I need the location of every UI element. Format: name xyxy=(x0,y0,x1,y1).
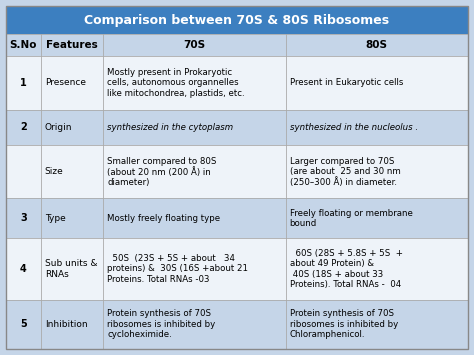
Text: Larger compared to 70S
(are about  25 and 30 nm
(250–300 Å) in diameter.: Larger compared to 70S (are about 25 and… xyxy=(290,157,400,187)
Text: synthesized in the nucleolus .: synthesized in the nucleolus . xyxy=(290,123,418,132)
Text: Protein synthesis of 70S
ribosomes is inhibited by
Chloramphenicol.: Protein synthesis of 70S ribosomes is in… xyxy=(290,310,398,339)
Text: Present in Eukaryotic cells: Present in Eukaryotic cells xyxy=(290,78,403,87)
Text: Freely floating or membrane
bound: Freely floating or membrane bound xyxy=(290,209,412,228)
Text: 4: 4 xyxy=(20,264,27,274)
Text: Presence: Presence xyxy=(45,78,86,87)
Text: 5: 5 xyxy=(20,319,27,329)
Text: synthesized in the cytoplasm: synthesized in the cytoplasm xyxy=(107,123,233,132)
Text: Sub units &
RNAs: Sub units & RNAs xyxy=(45,259,97,279)
Text: 1: 1 xyxy=(20,78,27,88)
Text: Mostly present in Prokaryotic
cells, autonomous organnelles
like mitochondrea, p: Mostly present in Prokaryotic cells, aut… xyxy=(107,68,245,98)
Bar xyxy=(6,198,468,238)
Bar xyxy=(6,146,468,198)
Text: S.No: S.No xyxy=(9,40,37,50)
Text: 50S  (23S + 5S + about   34
proteins) &  30S (16S +about 21
Proteins. Total RNAs: 50S (23S + 5S + about 34 proteins) & 30S… xyxy=(107,254,248,284)
Text: Comparison between 70S & 80S Ribosomes: Comparison between 70S & 80S Ribosomes xyxy=(84,13,390,27)
Bar xyxy=(6,34,468,56)
Text: 2: 2 xyxy=(20,122,27,132)
Text: Smaller compared to 80S
(about 20 nm (200 Å) in
diameter): Smaller compared to 80S (about 20 nm (20… xyxy=(107,157,217,187)
Bar xyxy=(6,6,468,34)
Bar xyxy=(6,109,468,146)
Text: Origin: Origin xyxy=(45,123,72,132)
Text: 80S: 80S xyxy=(366,40,388,50)
Text: Size: Size xyxy=(45,168,64,176)
Bar xyxy=(6,56,468,109)
Text: Protein synthesis of 70S
ribosomes is inhibited by
cycloheximide.: Protein synthesis of 70S ribosomes is in… xyxy=(107,310,215,339)
Text: Mostly freely floating type: Mostly freely floating type xyxy=(107,214,220,223)
Text: 70S: 70S xyxy=(183,40,205,50)
Text: Features: Features xyxy=(46,40,98,50)
Text: 3: 3 xyxy=(20,213,27,223)
Bar xyxy=(6,238,468,300)
Text: 60S (28S + 5.8S + 5S  +
about 49 Protein) &
 40S (18S + about 33
Proteins). Tota: 60S (28S + 5.8S + 5S + about 49 Protein)… xyxy=(290,249,402,289)
Bar xyxy=(6,300,468,349)
Text: Inhibition: Inhibition xyxy=(45,320,87,329)
Text: Type: Type xyxy=(45,214,65,223)
